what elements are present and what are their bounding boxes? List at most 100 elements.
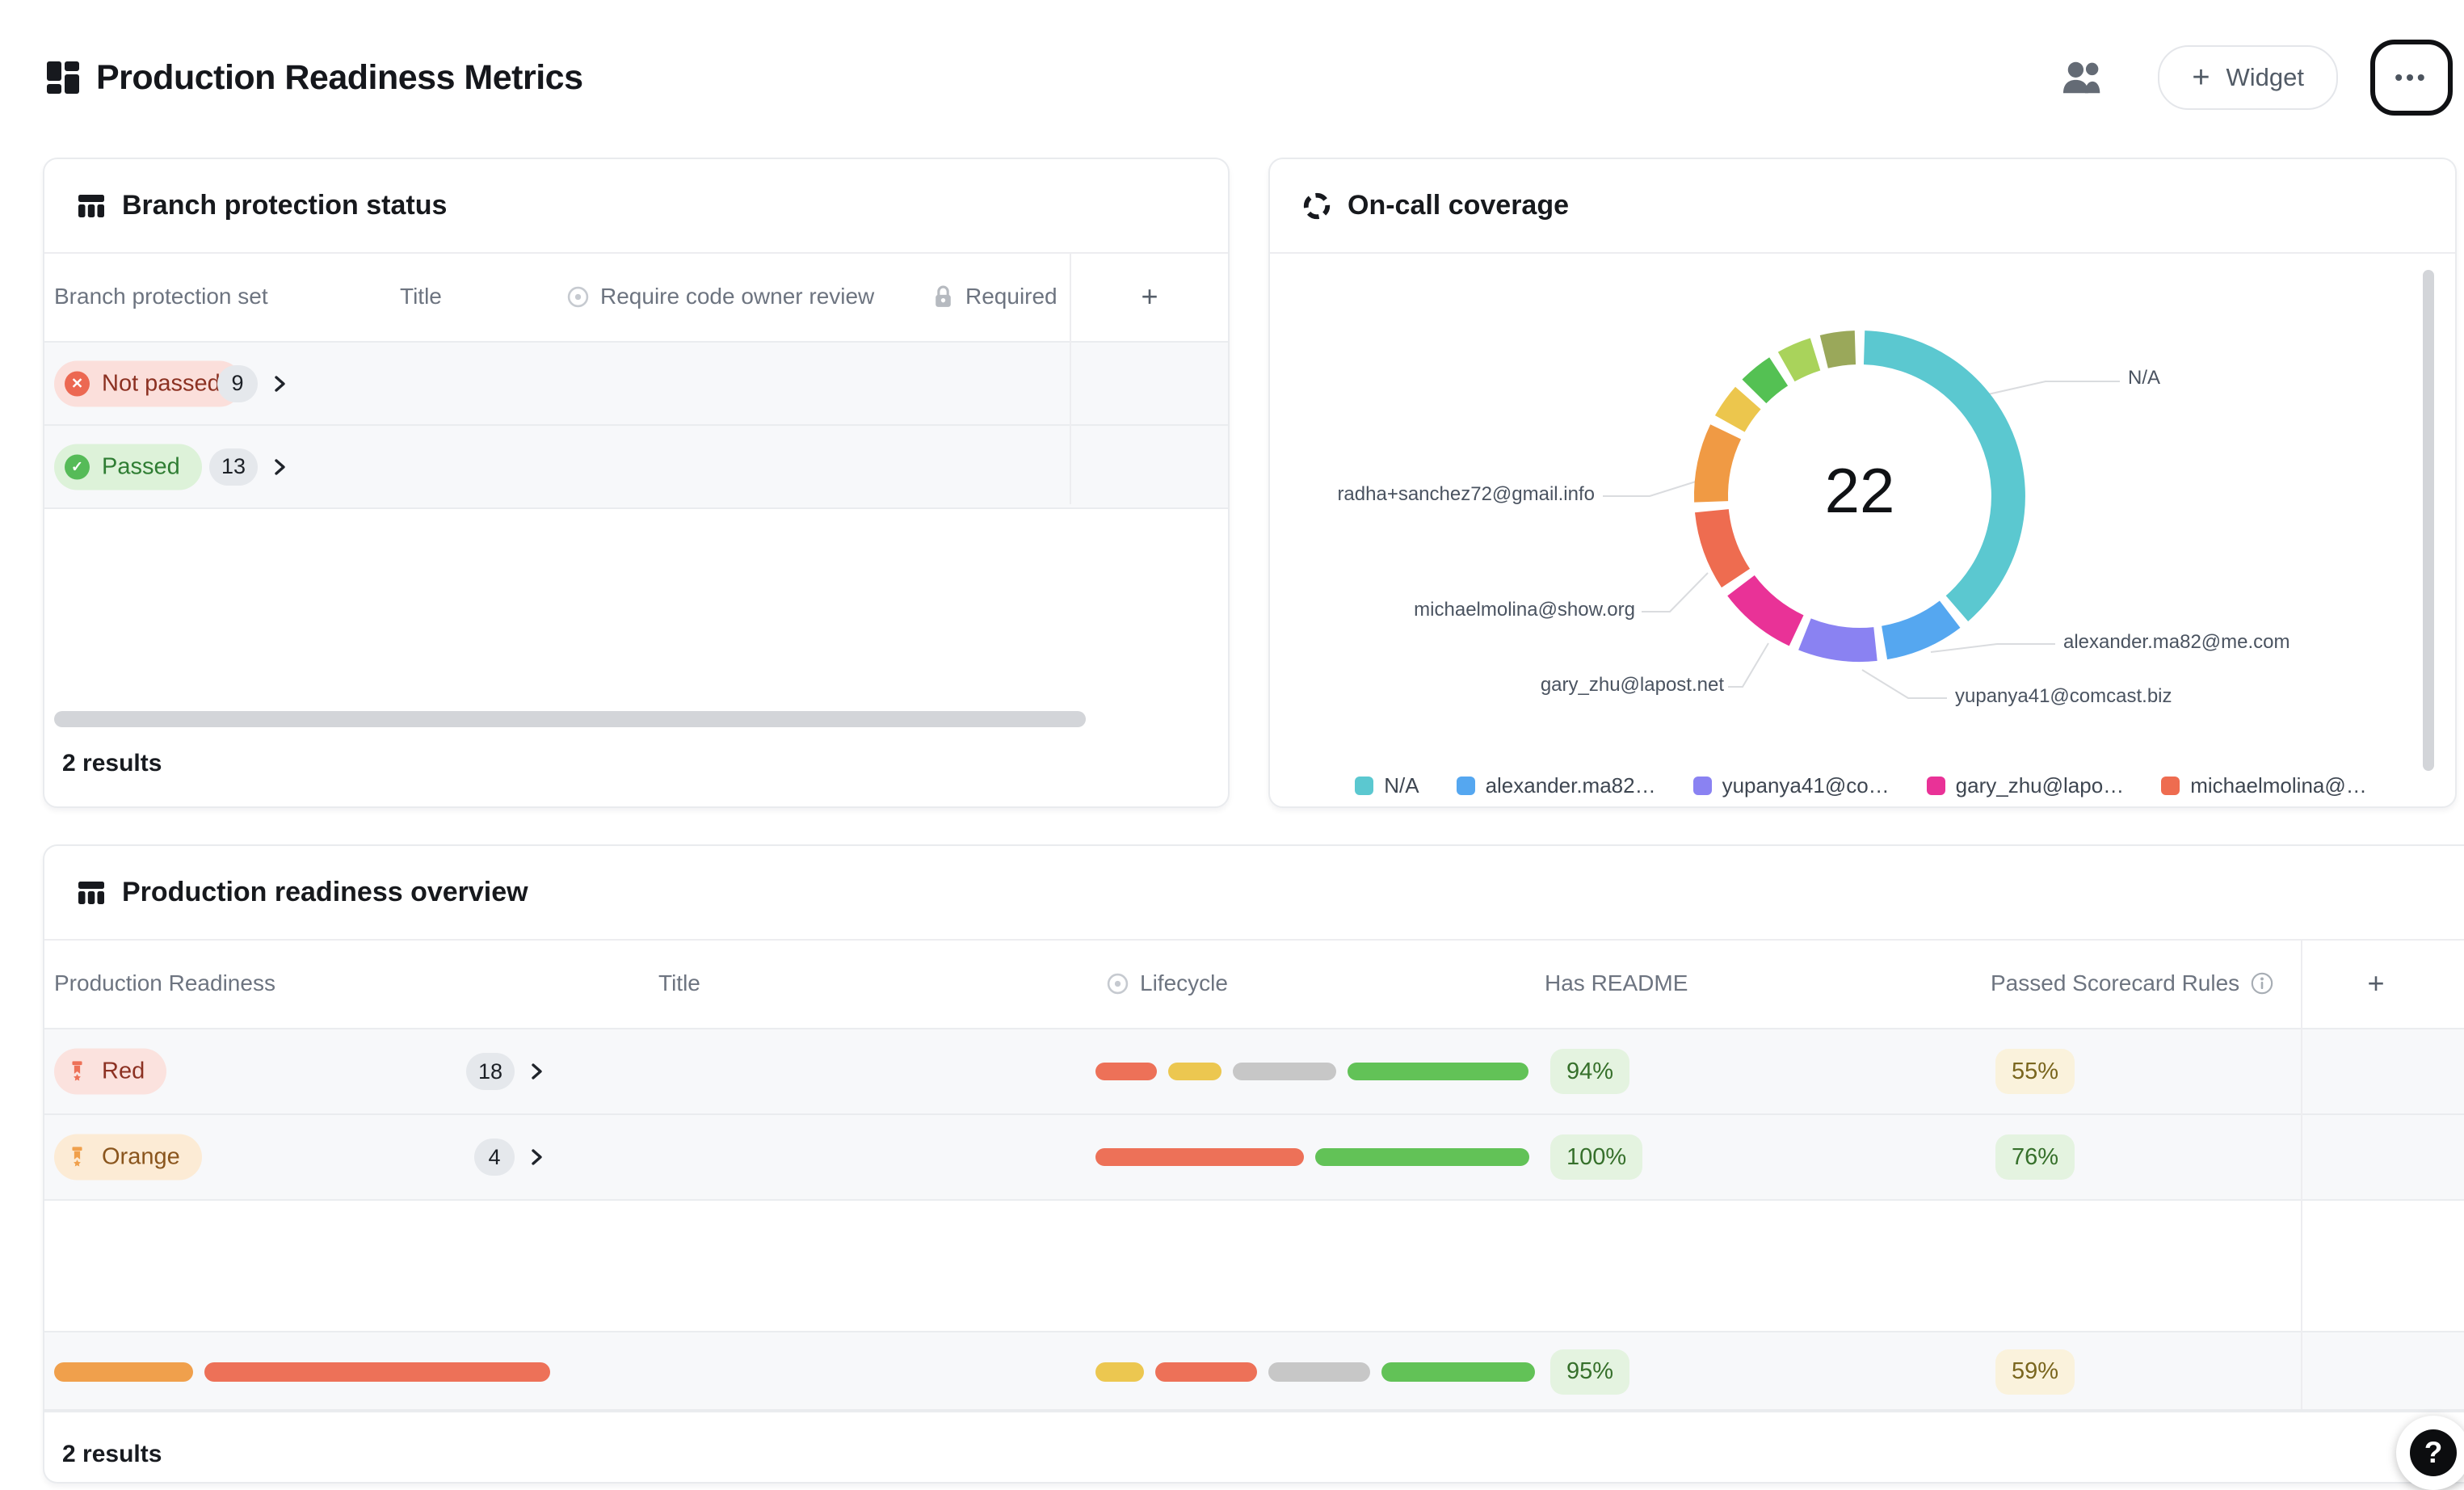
legend-label: gary_zhu@lapo… <box>1955 773 2125 798</box>
col-label: Lifecycle <box>1140 970 1228 995</box>
col-production-readiness[interactable]: Production Readiness <box>54 939 275 1028</box>
table-row-not-passed[interactable]: ✕ Not passed 9 <box>44 341 1228 424</box>
col-label: Require code owner review <box>600 284 875 309</box>
status-badge-not-passed[interactable]: ✕ Not passed <box>54 360 242 406</box>
col-passed-scorecard-rules[interactable]: Passed Scorecard Rules <box>1991 939 2273 1028</box>
readiness-summary-bar <box>54 1362 550 1382</box>
leader-line <box>1861 669 1947 699</box>
branch-protection-title: Branch protection status <box>122 190 448 221</box>
horizontal-scrollbar[interactable] <box>54 711 1086 727</box>
table-row-passed[interactable]: ✓ Passed 13 <box>44 424 1228 509</box>
col-label: Production Readiness <box>54 970 275 995</box>
readiness-badge-orange[interactable]: Orange <box>54 1134 202 1181</box>
info-icon[interactable] <box>2251 972 2273 995</box>
overview-card-header: Production readiness overview <box>44 846 2464 941</box>
footer-divider <box>44 1409 2464 1411</box>
bar-segment <box>1381 1362 1535 1382</box>
legend-swatch <box>1355 777 1374 795</box>
vertical-scrollbar[interactable] <box>2423 270 2434 771</box>
donut-chart-icon <box>1303 192 1331 219</box>
readme-summary-badge: 95% <box>1550 1349 1630 1395</box>
legend-swatch <box>2161 777 2180 795</box>
leader-line <box>1642 572 1709 612</box>
count-badge: 9 <box>217 364 258 402</box>
col-label: Required <box>965 284 1058 309</box>
legend-item[interactable]: gary_zhu@lapo… <box>1926 773 2125 798</box>
col-title[interactable]: Title <box>400 252 442 341</box>
branch-protection-rows: ✕ Not passed 9 ✓ Passed 13 <box>44 341 1228 509</box>
donut-segment[interactable] <box>1714 386 1761 433</box>
dashboard-icon <box>47 61 79 94</box>
page-title: Production Readiness Metrics <box>96 57 583 97</box>
add-column-button[interactable]: + <box>1130 252 1169 341</box>
legend-swatch <box>1456 777 1475 795</box>
count-badge: 4 <box>474 1139 515 1176</box>
production-readiness-overview-card: Production readiness overview Production… <box>43 844 2464 1484</box>
chevron-right-icon[interactable] <box>528 1147 545 1167</box>
count-badge: 13 <box>208 448 258 486</box>
medal-icon <box>65 1145 90 1170</box>
donut-segment[interactable] <box>1694 424 1742 503</box>
radio-field-icon <box>1107 973 1129 994</box>
leader-line <box>1728 642 1769 688</box>
lifecycle-summary-bar <box>1095 1362 1535 1382</box>
bar-segment <box>1233 1063 1336 1080</box>
table-icon <box>78 881 104 904</box>
col-require-code-owner-review[interactable]: Require code owner review <box>567 252 874 341</box>
col-has-readme[interactable]: Has README <box>1545 939 1688 1028</box>
col-lifecycle[interactable]: Lifecycle <box>1107 939 1228 1028</box>
readiness-badge-red[interactable]: Red <box>54 1048 167 1095</box>
donut-segment[interactable] <box>1695 508 1751 588</box>
chevron-right-icon[interactable] <box>271 374 288 394</box>
add-column-button[interactable]: + <box>2357 939 2395 1028</box>
oncall-card-header: On-call coverage <box>1270 159 2455 254</box>
legend-item[interactable]: N/A <box>1355 773 1419 798</box>
donut-label-alexander: alexander.ma82@me.com <box>2063 631 2290 653</box>
lifecycle-bar-red <box>1095 1063 1528 1080</box>
donut-segment[interactable] <box>1863 330 2025 621</box>
col-required-status-checks[interactable]: Required <box>932 252 1068 341</box>
chevron-right-icon[interactable] <box>271 457 288 477</box>
col-title[interactable]: Title <box>658 939 700 1028</box>
legend-label: N/A <box>1384 773 1419 798</box>
leader-lines <box>1603 381 2120 699</box>
col-label: Branch protection set <box>54 284 268 309</box>
branch-protection-card-header: Branch protection status <box>44 159 1228 254</box>
more-options-button[interactable]: ••• <box>2370 40 2453 116</box>
leader-line <box>1930 643 2055 653</box>
badge-label: Orange <box>102 1143 180 1170</box>
bar-segment <box>1168 1063 1221 1080</box>
donut-total: 22 <box>1824 455 1895 526</box>
legend-item[interactable]: alexander.ma82… <box>1456 773 1656 798</box>
donut-segment[interactable] <box>1881 600 1961 660</box>
page-header: Production Readiness Metrics + Widget ••… <box>46 36 2453 120</box>
oncall-donut-chart <box>1603 330 2120 699</box>
column-divider <box>2301 939 2302 1409</box>
donut-segment[interactable] <box>1798 618 1877 662</box>
bar-segment <box>1095 1148 1304 1166</box>
donut-segment[interactable] <box>1777 338 1821 382</box>
chevron-right-icon[interactable] <box>528 1062 545 1081</box>
row-count-group: 18 <box>384 1053 545 1090</box>
bar-segment <box>204 1362 550 1382</box>
table-row-orange[interactable]: Orange 4 100% 76% <box>44 1113 2464 1201</box>
donut-segment[interactable] <box>1727 575 1805 646</box>
bar-segment <box>54 1362 193 1382</box>
readme-percent-badge: 100% <box>1550 1134 1643 1180</box>
help-button[interactable]: ? <box>2396 1416 2464 1490</box>
legend-item[interactable]: michaelmolina@… <box>2161 773 2367 798</box>
summary-row: 95% 59% <box>44 1331 2464 1412</box>
check-circle-icon: ✓ <box>65 454 90 479</box>
donut-segment[interactable] <box>1819 330 1856 368</box>
donut-label-yupanya: yupanya41@comcast.biz <box>1955 685 2172 707</box>
row-count-group: 9 <box>149 364 288 402</box>
add-widget-button[interactable]: + Widget <box>2158 45 2338 110</box>
legend-label: yupanya41@co… <box>1722 773 1890 798</box>
bar-segment <box>1315 1148 1529 1166</box>
table-row-red[interactable]: Red 18 94% 55% <box>44 1028 2464 1113</box>
col-branch-protection-set[interactable]: Branch protection set <box>54 252 268 341</box>
share-people-icon[interactable] <box>2062 60 2106 95</box>
status-badge-passed[interactable]: ✓ Passed <box>54 444 202 490</box>
legend-item[interactable]: yupanya41@co… <box>1692 773 1890 798</box>
donut-segment[interactable] <box>1742 357 1789 404</box>
